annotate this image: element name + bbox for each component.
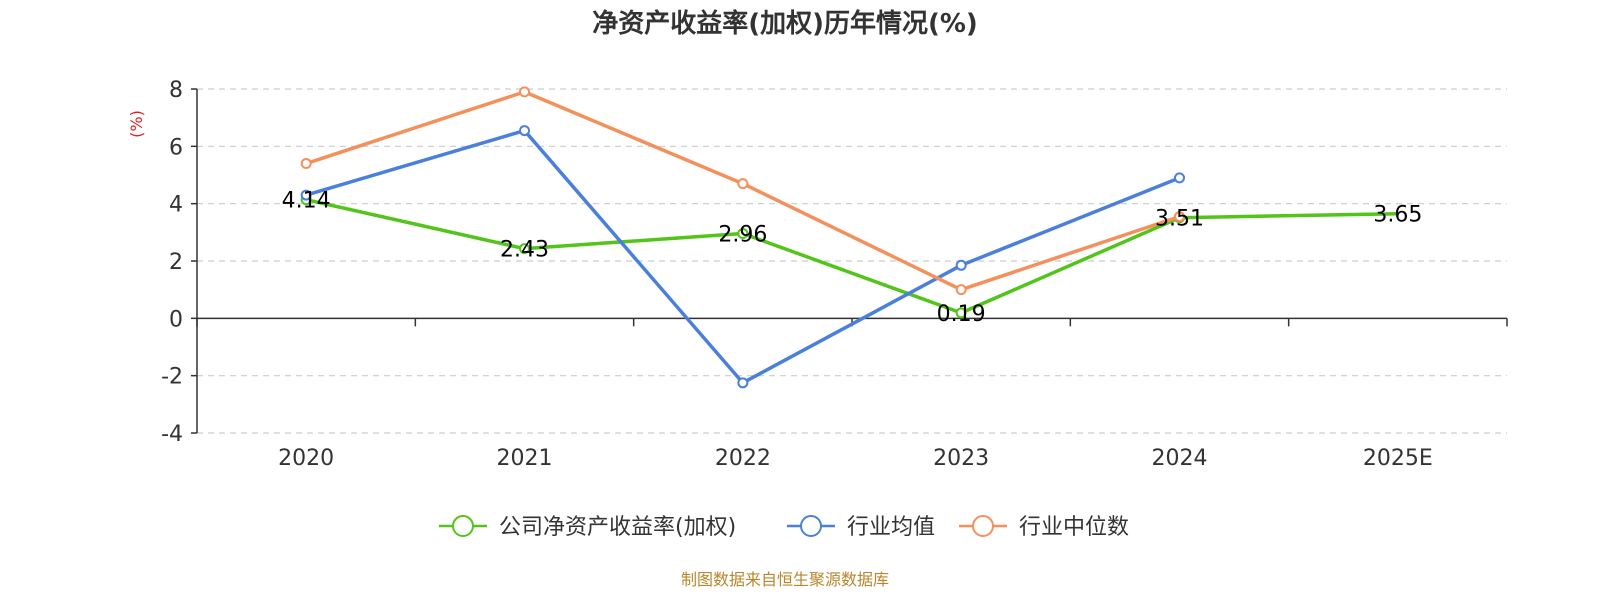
x-tick-label: 2021 — [497, 446, 553, 471]
data-labels: 4.14 2.43 2.96 0.19 3.51 3.65 — [282, 189, 1423, 327]
series-point-1 — [955, 259, 967, 271]
legend-item-0[interactable]: 公司净资产收益率(加权) — [439, 515, 736, 540]
series-point-2 — [519, 86, 530, 98]
series-point-2 — [955, 284, 967, 296]
y-tick-label: 0 — [169, 307, 183, 332]
x-tick-label: 2024 — [1152, 446, 1208, 471]
gridlines — [197, 88, 1507, 434]
series-point-1 — [519, 125, 530, 137]
legend[interactable]: 公司净资产收益率(加权) 行业均值 行业中位数 — [439, 515, 1129, 540]
data-label: 2.43 — [500, 238, 549, 263]
legend-item-2[interactable]: 行业中位数 — [959, 515, 1129, 540]
series-lines — [300, 86, 1398, 389]
axes: 8 6 4 2 0 -2 -4 2020 2021 2022 2023 2024 2025E — [161, 78, 1508, 471]
legend-label: 行业中位数 — [1019, 515, 1129, 540]
y-tick-label: 4 — [169, 193, 183, 218]
data-label: 3.65 — [1373, 203, 1422, 228]
chart-title: 净资产收益率(加权)历年情况(%) — [592, 8, 978, 39]
legend-marker — [800, 515, 822, 537]
x-tick-label: 2020 — [278, 446, 334, 471]
x-tick-label: 2025E — [1363, 446, 1433, 471]
series-point-0 — [955, 307, 967, 319]
y-tick-label: -2 — [161, 365, 183, 390]
x-tick-label: 2022 — [715, 446, 771, 471]
series-line-1 — [305, 128, 1181, 385]
series-point-0 — [519, 243, 530, 255]
series-line-2 — [305, 90, 1181, 292]
series-point-1 — [1174, 172, 1185, 184]
legend-marker — [972, 515, 994, 537]
series-point-1 — [300, 189, 312, 201]
x-tick-label: 2023 — [933, 446, 989, 471]
legend-label: 公司净资产收益率(加权) — [499, 515, 736, 540]
y-tick-label: 8 — [169, 78, 183, 103]
series-point-0 — [737, 227, 749, 239]
series-point-1 — [737, 377, 749, 389]
data-source-note: 制图数据来自恒生聚源数据库 — [681, 570, 889, 589]
y-tick-label: -4 — [161, 422, 183, 447]
data-label: 2.96 — [718, 222, 767, 247]
legend-label: 行业均值 — [847, 515, 935, 540]
series-point-2 — [737, 178, 749, 190]
y-tick-label: 2 — [169, 250, 183, 275]
y-axis-unit-label: (%) — [127, 110, 146, 138]
legend-item-1[interactable]: 行业均值 — [787, 515, 935, 540]
series-point-2 — [1174, 211, 1185, 223]
data-label: 0.19 — [937, 302, 986, 327]
data-label: 3.51 — [1155, 207, 1204, 232]
legend-marker — [452, 515, 474, 537]
y-tick-label: 6 — [169, 135, 183, 160]
series-point-2 — [300, 158, 312, 170]
data-label: 4.14 — [282, 189, 331, 214]
series-line-0 — [305, 197, 1398, 315]
